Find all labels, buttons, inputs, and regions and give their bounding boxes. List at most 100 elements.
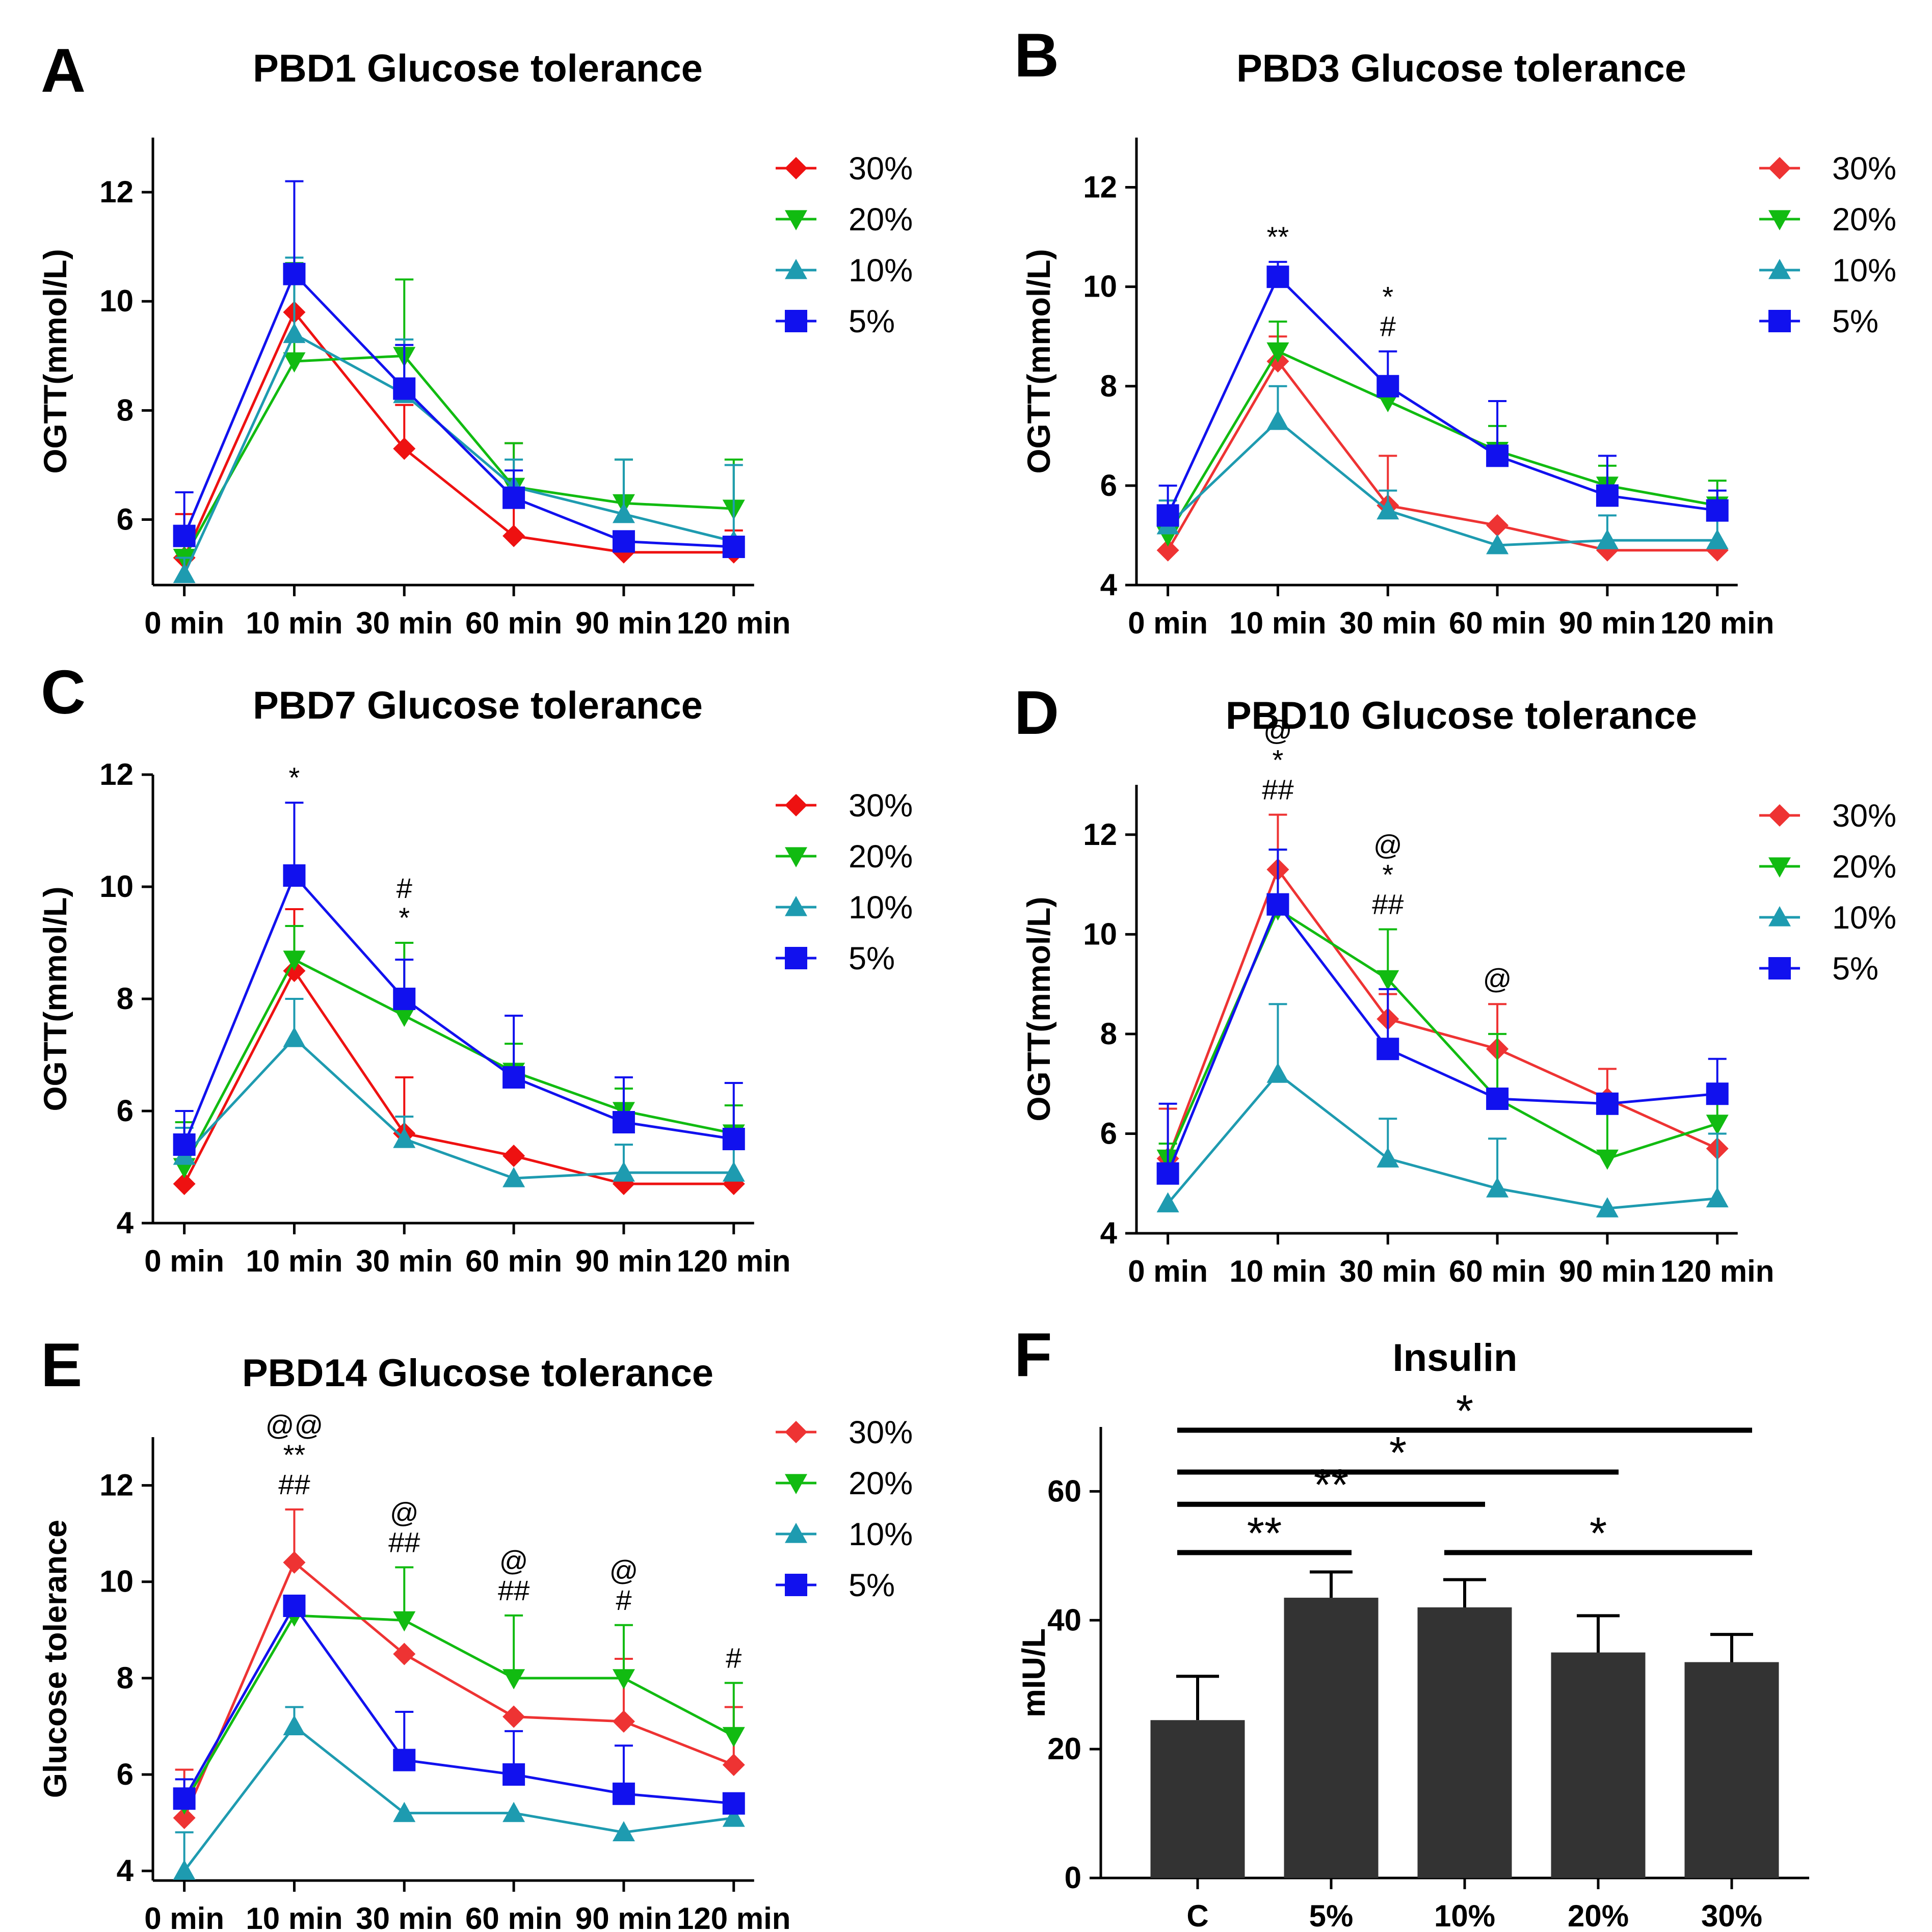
legend-label: 20%: [849, 1466, 913, 1501]
y-tick-label: 8: [117, 1661, 134, 1695]
significance-mark: @: [1373, 829, 1402, 861]
data-point-30pct: [283, 1551, 306, 1574]
legend-label: 5%: [1832, 951, 1878, 987]
data-point-5pct: [612, 530, 635, 553]
x-tick-label-0-min: 0 min: [144, 1901, 224, 1932]
series-line-10pct: [183, 1724, 734, 1872]
data-point-5pct: [1377, 375, 1399, 398]
y-tick-label: 40: [1047, 1603, 1081, 1637]
x-tick-label-30-min: 30 min: [356, 1901, 453, 1932]
panel-c: C PBD7 Glucose tolerance OGTT(mmol/L) 4 6 8 10…: [38, 657, 913, 1278]
legend-label: 30%: [849, 788, 913, 824]
panel-e: E PBD14 Glucose tolerance Glucose toleranc…: [38, 1330, 913, 1932]
panel-b: B PBD3 Glucose tolerance OGTT(mmol/L) 4 6 8 10…: [1014, 20, 1896, 640]
x-tick-label-0-min: 0 min: [1128, 606, 1208, 640]
legend-label: 10%: [849, 890, 913, 925]
panel-letter: B: [1014, 20, 1059, 90]
legend-label: 10%: [1832, 900, 1896, 936]
x-tick-label-60-min: 60 min: [1449, 1254, 1546, 1288]
legend-entry-20pct: 20%: [1759, 202, 1896, 237]
x-tick-label-90-min: 90 min: [575, 1901, 672, 1932]
series-line-5pct: [1167, 902, 1717, 1174]
legend-entry-20pct: 20%: [776, 839, 913, 875]
legend-label: 20%: [849, 202, 913, 237]
legend-label: 5%: [849, 941, 895, 976]
series-line-20pct: [183, 1614, 734, 1804]
y-tick-label: 12: [99, 1468, 134, 1502]
legend-marker: [785, 310, 807, 332]
x-tick-label-30-min: 30 min: [1339, 606, 1436, 640]
significance-mark: *: [1382, 859, 1393, 891]
legend-marker: [1768, 259, 1791, 279]
chart-title: PBD1 Glucose tolerance: [253, 47, 703, 90]
data-point-10pct: [1266, 1063, 1289, 1083]
data-point-10pct: [173, 563, 196, 584]
legend-marker: [1768, 957, 1791, 980]
data-point-5pct: [173, 524, 196, 547]
y-tick-label: 6: [117, 502, 134, 537]
data-point-10pct: [1156, 1192, 1179, 1212]
data-point-5pct: [393, 1749, 416, 1771]
data-point-30pct: [502, 524, 525, 547]
series-line-10pct: [1167, 1072, 1717, 1210]
significance-mark: #: [616, 1584, 631, 1616]
chart-title: PBD10 Glucose tolerance: [1226, 694, 1697, 737]
x-tick-label-5pct: 5%: [1309, 1899, 1354, 1932]
x-tick-label-10-min: 10 min: [246, 606, 342, 640]
x-tick-label-90-min: 90 min: [1559, 1254, 1656, 1288]
legend-marker: [785, 1474, 807, 1494]
data-point-10pct: [502, 1802, 525, 1822]
y-tick-label: 8: [117, 982, 134, 1016]
data-point-30pct: [612, 1710, 635, 1733]
significance-mark: ##: [278, 1468, 310, 1500]
x-tick-label-120-min: 120 min: [677, 1244, 790, 1278]
x-tick-label-30-min: 30 min: [1339, 1254, 1436, 1288]
data-point-30pct: [502, 1705, 525, 1728]
data-point-10pct: [1596, 1197, 1619, 1218]
series-line-5pct: [183, 272, 734, 548]
legend-entry-10pct: 10%: [1759, 253, 1896, 288]
y-tick-label: 4: [1100, 1216, 1118, 1250]
significance-mark: @: [390, 1496, 419, 1528]
series-line-10pct: [1167, 419, 1717, 547]
chart-title: PBD7 Glucose tolerance: [253, 684, 703, 727]
y-tick-label: 10: [1083, 270, 1117, 304]
x-tick-label-60-min: 60 min: [465, 1244, 562, 1278]
legend-label: 10%: [849, 253, 913, 288]
x-tick-label-20pct: 20%: [1568, 1899, 1629, 1932]
data-point-5pct: [1266, 893, 1289, 916]
data-point-10pct: [1377, 1147, 1399, 1168]
x-tick-label-10-min: 10 min: [246, 1901, 342, 1932]
legend-marker: [785, 259, 807, 279]
legend-entry-10pct: 10%: [1759, 900, 1896, 936]
data-point-5pct: [283, 262, 306, 285]
significance-mark: **: [1267, 221, 1289, 253]
data-point-20pct: [1706, 1115, 1729, 1135]
panel-letter: D: [1014, 678, 1059, 747]
data-point-20pct: [1377, 970, 1399, 991]
legend-entry-20pct: 20%: [1759, 849, 1896, 885]
x-tick-label-90-min: 90 min: [1559, 606, 1656, 640]
data-point-5pct: [1486, 444, 1509, 467]
panel-letter: F: [1014, 1320, 1052, 1389]
series-5pct: [173, 180, 745, 559]
significance-mark: #: [726, 1642, 742, 1674]
legend-label: 5%: [849, 1568, 895, 1603]
data-point-10pct: [612, 502, 635, 523]
series-line-10pct: [183, 332, 734, 575]
x-tick-label-10-min: 10 min: [246, 1244, 342, 1278]
significance-mark: **: [1314, 1460, 1349, 1510]
data-point-10pct: [283, 323, 306, 343]
data-point-5pct: [393, 377, 416, 400]
data-point-20pct: [283, 352, 306, 373]
y-tick-label: 4: [117, 1854, 134, 1888]
legend-entry-5pct: 5%: [1759, 304, 1878, 339]
significance-mark: **: [283, 1439, 306, 1471]
legend-marker: [785, 794, 807, 816]
series-line-10pct: [183, 1036, 734, 1180]
x-tick-label-30pct: 30%: [1701, 1899, 1762, 1932]
data-point-5pct: [1266, 266, 1289, 288]
y-tick-label: 0: [1065, 1861, 1081, 1895]
significance-mark: *: [289, 761, 300, 793]
